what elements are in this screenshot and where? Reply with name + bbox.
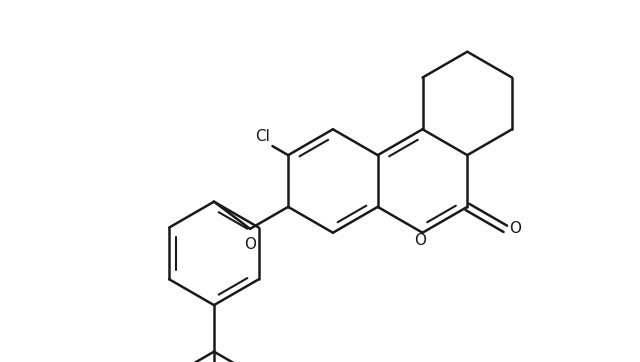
Text: Cl: Cl [255,129,270,143]
Text: O: O [509,221,522,236]
Text: O: O [414,233,426,248]
Text: O: O [244,237,256,252]
